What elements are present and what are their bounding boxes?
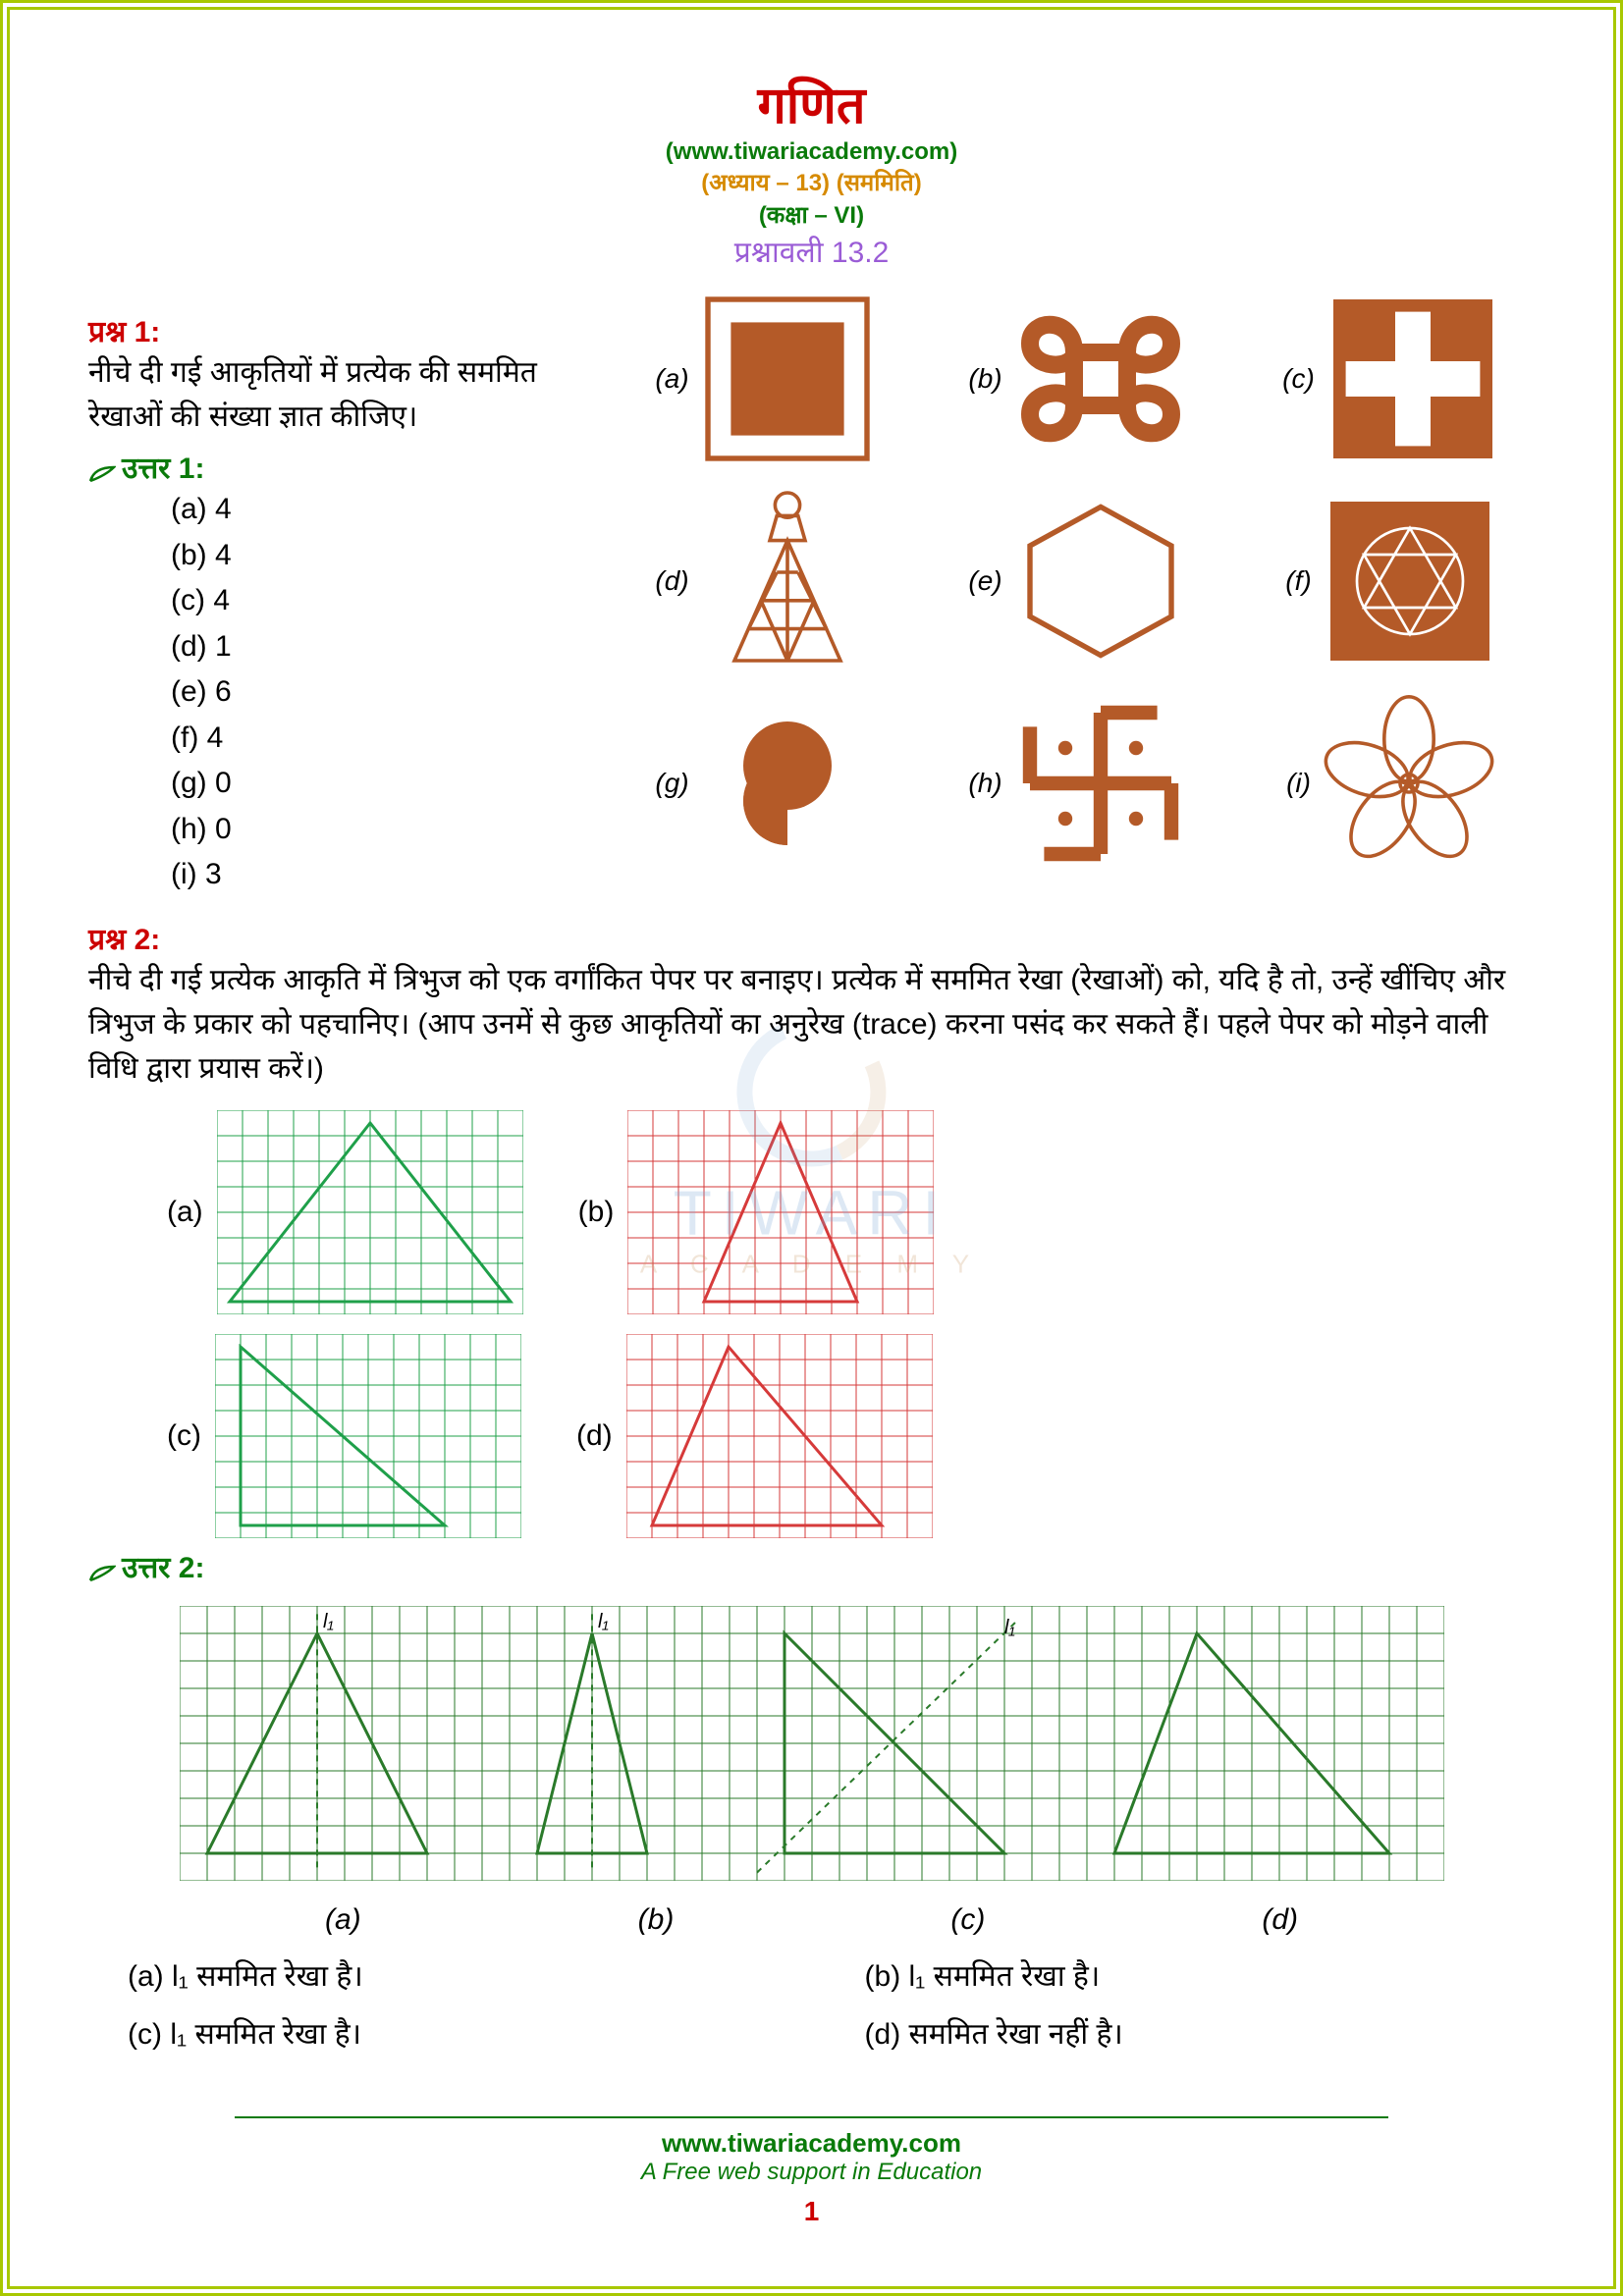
site-url: (www.tiwariacademy.com) xyxy=(88,138,1535,166)
q2-ans-d: (d) सममित रेखा नहीं है। xyxy=(865,2012,1485,2053)
fig-c-label: (c) xyxy=(1282,363,1315,395)
sub-c: (c) xyxy=(950,1903,985,1937)
q1-ans-f: (f) 4 xyxy=(171,716,599,762)
fig-g: (g) xyxy=(622,695,908,872)
footer-tagline: A Free web support in Education xyxy=(10,2159,1613,2186)
header: गणित (www.tiwariacademy.com) (अध्याय – 1… xyxy=(88,69,1535,271)
q2-answers: (a) l₁ सममित रेखा है। (b) l₁ सममित रेखा … xyxy=(88,1954,1535,2053)
grid-a-label: (a) xyxy=(167,1196,203,1229)
page: गणित (www.tiwariacademy.com) (अध्याय – 1… xyxy=(0,0,1623,2296)
q1-text: नीचे दी गई आकृतियों में प्रत्येक की सममि… xyxy=(88,350,599,439)
q1-ans-g: (g) 0 xyxy=(171,761,599,807)
footer-url: www.tiwariacademy.com xyxy=(10,2128,1613,2159)
q2-grid-d: (d) xyxy=(576,1334,933,1538)
subject-title: गणित xyxy=(88,69,1535,138)
grid-b-svg xyxy=(627,1110,934,1314)
fig-b-label: (b) xyxy=(968,363,1001,395)
q2-grids-row2: (c) (d) xyxy=(88,1334,1535,1538)
fig-f-label: (f) xyxy=(1285,565,1311,597)
q1-ans-h: (h) 0 xyxy=(171,807,599,853)
sub-a: (a) xyxy=(325,1903,361,1937)
svg-text:l₁: l₁ xyxy=(1004,1617,1015,1638)
page-number: 1 xyxy=(10,2196,1613,2227)
fig-c: (c) xyxy=(1249,291,1535,467)
chapter-line: (अध्याय – 13) (सममिति) xyxy=(88,166,1535,198)
fig-a: (a) xyxy=(622,291,908,467)
fig-a-label: (a) xyxy=(655,363,688,395)
q1-label: प्रश्न 1: xyxy=(88,310,599,350)
sub-d: (d) xyxy=(1262,1903,1298,1937)
fig-i: (i) xyxy=(1249,695,1535,872)
q1-ans-d: (d) 1 xyxy=(171,624,599,670)
q1-answers: (a) 4 (b) 4 (c) 4 (d) 1 (e) 6 (f) 4 (g) … xyxy=(88,487,599,898)
q2-ans-a: (a) l₁ सममित रेखा है। xyxy=(128,1954,747,1995)
svg-text:l₁: l₁ xyxy=(323,1611,334,1632)
q2-answer-grid: l₁ l₁ l₁ xyxy=(88,1606,1535,1886)
footer-rule xyxy=(235,2116,1389,2118)
fig-f: (f) xyxy=(1249,483,1535,679)
fig-e-label: (e) xyxy=(968,565,1001,597)
q2-ans-b: (b) l₁ सममित रेखा है। xyxy=(865,1954,1485,1995)
q2-grid-c: (c) xyxy=(167,1334,521,1538)
fig-h-label: (h) xyxy=(968,768,1001,799)
fig-i-label: (i) xyxy=(1286,768,1311,799)
feather-icon xyxy=(88,1559,116,1580)
q2-grid-b: (b) xyxy=(578,1110,935,1314)
exercise-title: प्रश्नावली 13.2 xyxy=(88,231,1535,271)
q1-ans-i: (i) 3 xyxy=(171,852,599,898)
q1-ans-b: (b) 4 xyxy=(171,533,599,579)
feather-icon xyxy=(88,459,116,481)
a2-label: उत्तर 2: xyxy=(88,1546,1535,1586)
long-grid-svg: l₁ l₁ l₁ xyxy=(180,1606,1444,1886)
q1-ans-a: (a) 4 xyxy=(171,487,599,533)
q2-sublabels: (a) (b) (c) (d) xyxy=(88,1903,1535,1937)
a1-label-text: उत्तर 1: xyxy=(122,453,204,485)
q2-text: नीचे दी गई प्रत्येक आकृति में त्रिभुज को… xyxy=(88,958,1535,1091)
grid-c-label: (c) xyxy=(167,1419,201,1453)
svg-text:l₁: l₁ xyxy=(598,1611,609,1632)
q2-grids-row1: (a) (b) xyxy=(88,1110,1535,1314)
fig-e: (e) xyxy=(936,483,1221,679)
sub-b: (b) xyxy=(638,1903,675,1937)
footer: www.tiwariacademy.com A Free web support… xyxy=(10,2107,1613,2227)
q2-label: प्रश्न 2: xyxy=(88,918,1535,958)
fig-d-label: (d) xyxy=(655,565,688,597)
grid-a-svg xyxy=(217,1110,523,1314)
grid-d-svg xyxy=(626,1334,933,1538)
grid-c-svg xyxy=(215,1334,521,1538)
q2-ans-c: (c) l₁ सममित रेखा है। xyxy=(128,2012,747,2053)
grid-d-label: (d) xyxy=(576,1419,613,1453)
q1-figures: (a) (b) (c) xyxy=(622,291,1535,872)
fig-b: (b) xyxy=(936,291,1221,467)
q2-grid-a: (a) xyxy=(167,1110,523,1314)
q1-ans-e: (e) 6 xyxy=(171,669,599,716)
a1-label: उत्तर 1: xyxy=(88,447,599,487)
class-line: (कक्षा – VI) xyxy=(88,198,1535,231)
fig-d: (d) xyxy=(622,483,908,679)
q1-ans-c: (c) 4 xyxy=(171,578,599,624)
q1-left: प्रश्न 1: नीचे दी गई आकृतियों में प्रत्य… xyxy=(88,291,599,898)
grid-b-label: (b) xyxy=(578,1196,615,1229)
q1-block: प्रश्न 1: नीचे दी गई आकृतियों में प्रत्य… xyxy=(88,291,1535,898)
fig-h: (h) xyxy=(936,695,1221,872)
fig-g-label: (g) xyxy=(655,768,688,799)
a2-label-text: उत्तर 2: xyxy=(122,1552,204,1584)
